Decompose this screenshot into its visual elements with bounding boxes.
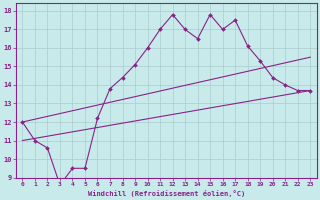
X-axis label: Windchill (Refroidissement éolien,°C): Windchill (Refroidissement éolien,°C) bbox=[88, 190, 245, 197]
